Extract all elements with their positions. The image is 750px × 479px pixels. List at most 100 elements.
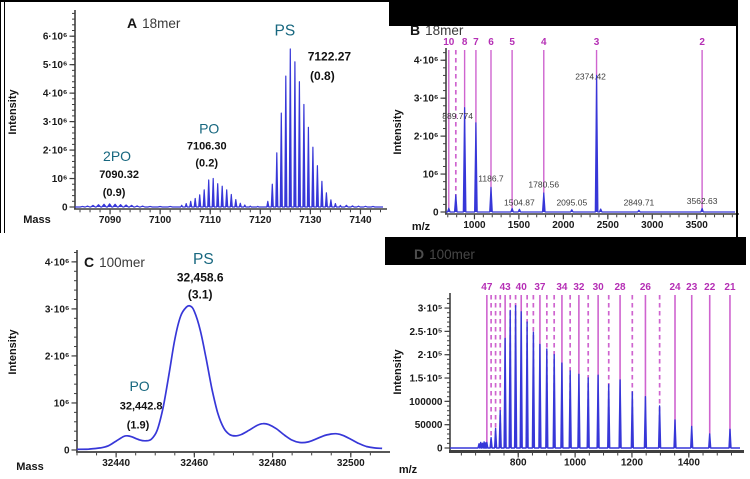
panel-d-yaxis-label: Intensity <box>392 349 404 395</box>
peak-value-label: 2374.42 <box>575 72 606 82</box>
y-tick-label: 2·10⁶ <box>45 351 70 362</box>
y-tick-label: 3·10⁶ <box>45 304 70 315</box>
charge-label: 10 <box>443 37 455 48</box>
x-tick-label: 32500 <box>337 458 365 469</box>
charge-label: 34 <box>556 282 568 293</box>
panel-c-letter: C <box>84 254 95 270</box>
y-tick-label: 3·10⁵ <box>418 304 443 315</box>
charge-label: 23 <box>686 282 698 293</box>
y-tick-label: 2·10⁶ <box>43 146 68 157</box>
y-tick-label: 3·10⁶ <box>43 117 68 128</box>
annotation-text: PO <box>199 121 219 137</box>
black-bar-panel-b-top <box>389 0 738 26</box>
annotation-text: (0.2) <box>195 158 218 170</box>
charge-label: 26 <box>640 282 652 293</box>
x-tick-label: 32480 <box>259 458 287 469</box>
annotation-text: (3.1) <box>188 288 213 302</box>
charge-label: 6 <box>488 37 494 48</box>
spectrum-trace <box>446 74 735 213</box>
annotation-text: (1.9) <box>127 419 150 431</box>
charge-label: 37 <box>534 282 546 293</box>
panel-d-xaxis-label: m/z <box>398 464 418 476</box>
panel-d-title: D 100mer <box>414 246 475 264</box>
charge-label: 43 <box>500 282 512 293</box>
annotation-text: 32,458.6 <box>177 271 224 285</box>
y-tick-label: 0 <box>433 208 439 219</box>
panel-a-title: A 18mer <box>127 15 180 33</box>
border-line-left-inner <box>3 0 5 233</box>
y-tick-label: 0 <box>437 444 443 455</box>
panel-b-subject: 18mer <box>425 23 464 38</box>
y-tick-label: 2.5·10⁵ <box>409 327 442 338</box>
border-line-right <box>735 0 738 239</box>
peak-value-label: 2095.05 <box>556 197 587 207</box>
panel-a: 7090 7100 7110 7120 7130 7140 0 10⁶ 2·10⁶ 3·10⁶ 4·… <box>43 10 387 226</box>
y-tick-label: 4·10⁶ <box>414 56 439 67</box>
panel-b-letter: B <box>410 22 421 38</box>
y-tick-label: 1.5·10⁵ <box>409 374 442 385</box>
panel-d: 47 43 40 37 34 32 30 28 26 24 23 22 21 800 1000 1200 140… <box>409 282 744 469</box>
panel-c-title: C 100mer <box>84 254 145 272</box>
charge-label: 28 <box>615 282 627 293</box>
charge-label: 24 <box>669 282 681 293</box>
panel-a-subject: 18mer <box>142 16 181 31</box>
annotation-text: 7106.30 <box>187 140 227 152</box>
panel-b-yaxis-label: Intensity <box>392 109 404 155</box>
charge-label: 32 <box>573 282 585 293</box>
y-tick-label: 10⁶ <box>52 174 68 185</box>
x-tick-label: 3000 <box>641 220 664 231</box>
annotation-text: (0.9) <box>103 187 126 199</box>
y-tick-label: 10⁶ <box>423 170 439 181</box>
peak-value-label: 889.774 <box>442 111 473 121</box>
charge-label: 22 <box>704 282 716 293</box>
x-tick-label: 7120 <box>249 215 272 226</box>
annotation-text: 7090.32 <box>99 169 139 181</box>
x-tick-label: 2000 <box>552 220 575 231</box>
annotation-text: 7122.27 <box>308 50 352 64</box>
border-line-left-outer <box>0 0 2 233</box>
x-tick-label: 1400 <box>678 458 701 469</box>
spectrum-trace <box>75 48 383 208</box>
peak-value-label: 2849.71 <box>624 197 655 207</box>
peak-value-label: 1186.7 <box>478 174 504 184</box>
peak-value-label: 1504.87 <box>504 197 535 207</box>
x-tick-label: 800 <box>510 458 527 469</box>
x-tick-label: 7110 <box>199 215 221 226</box>
charge-label: 3 <box>594 37 600 48</box>
panel-c-xaxis-label: Mass <box>16 461 44 473</box>
panel-b-xaxis-label: m/z <box>411 221 431 233</box>
charge-label: 2 <box>699 37 705 48</box>
annotation-text: PS <box>274 23 295 40</box>
y-tick-label: 4·10⁶ <box>45 257 70 268</box>
panel-c-subject: 100mer <box>99 255 145 270</box>
charge-label: 21 <box>724 282 736 293</box>
black-bar-between-b-d <box>385 237 746 265</box>
y-tick-label: 5·10⁶ <box>43 60 68 71</box>
panel-b-title: B 18mer <box>410 22 463 40</box>
panel-d-subject: 100mer <box>429 247 475 262</box>
y-tick-label: 0 <box>62 203 68 214</box>
charge-label: 8 <box>462 37 468 48</box>
panel-b: 10 8 7 6 5 4 3 2 1000 1500 2000 2500 3000 3500 0 10⁶ 2·1… <box>414 37 739 231</box>
charge-label: 4 <box>541 37 547 48</box>
border-line-top <box>0 0 390 2</box>
y-tick-label: 10⁶ <box>54 398 70 409</box>
y-tick-label: 2·10⁶ <box>414 132 439 143</box>
x-tick-label: 7090 <box>99 215 122 226</box>
x-tick-label: 2500 <box>597 220 620 231</box>
charge-label: 40 <box>516 282 528 293</box>
panel-a-xaxis-label: Mass <box>23 214 51 226</box>
spectrum-trace <box>450 305 740 449</box>
peak-value-label: 1780.56 <box>528 180 559 190</box>
y-tick-label: 2·10⁵ <box>418 350 443 361</box>
x-tick-label: 1200 <box>621 458 644 469</box>
annotation-text: 2PO <box>103 148 131 164</box>
y-tick-label: 3·10⁶ <box>414 94 439 105</box>
annotation-text: 32,442.8 <box>120 401 163 413</box>
charge-label: 5 <box>509 37 515 48</box>
y-tick-label: 6·10⁶ <box>43 32 68 43</box>
charge-label: 7 <box>473 37 479 48</box>
y-tick-label: 50000 <box>415 420 443 431</box>
